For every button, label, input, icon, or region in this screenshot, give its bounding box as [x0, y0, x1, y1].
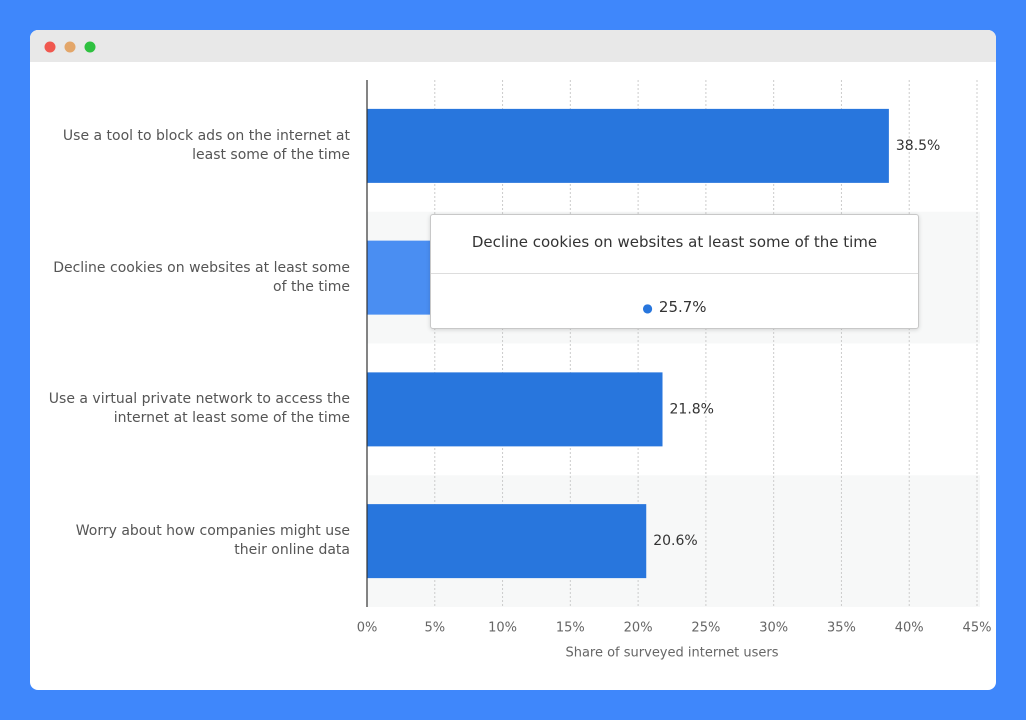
bar	[367, 504, 647, 579]
bar	[367, 372, 663, 447]
x-tick-label: 15%	[556, 621, 585, 636]
x-tick-label: 20%	[624, 621, 653, 636]
tooltip-bullet: ●	[642, 301, 653, 315]
x-tick-label: 25%	[691, 621, 720, 636]
x-tick-label: 5%	[424, 621, 445, 636]
x-axis-label: Share of surveyed internet users	[565, 646, 778, 661]
minimize-button[interactable]	[64, 41, 76, 53]
close-button[interactable]	[44, 41, 56, 53]
bar	[367, 108, 889, 183]
tooltip-value-row: ● 25.7%	[431, 298, 918, 316]
x-tick-label: 40%	[895, 621, 924, 636]
tooltip-value: 25.7%	[658, 298, 707, 316]
value-label: 20.6%	[653, 533, 697, 549]
x-tick-label: 10%	[488, 621, 517, 636]
value-label: 21.8%	[670, 401, 714, 417]
y-tick-label: Worry about how companies might use thei…	[75, 523, 350, 559]
tooltip: Decline cookies on websites at least som…	[430, 214, 919, 329]
x-tick-label: 35%	[827, 621, 856, 636]
tooltip-divider	[431, 273, 918, 274]
tooltip-title: Decline cookies on websites at least som…	[471, 233, 878, 251]
y-tick-label: Use a virtual private network to access …	[48, 391, 350, 427]
y-tick-label: Use a tool to block ads on the internet …	[62, 127, 350, 163]
window-bar	[30, 30, 996, 62]
x-tick-label: 45%	[963, 621, 992, 636]
value-label: 38.5%	[896, 138, 940, 154]
y-tick-label: Decline cookies on websites at least som…	[53, 259, 350, 295]
x-tick-label: 0%	[357, 621, 378, 636]
x-tick-label: 30%	[759, 621, 788, 636]
maximize-button[interactable]	[84, 41, 96, 53]
